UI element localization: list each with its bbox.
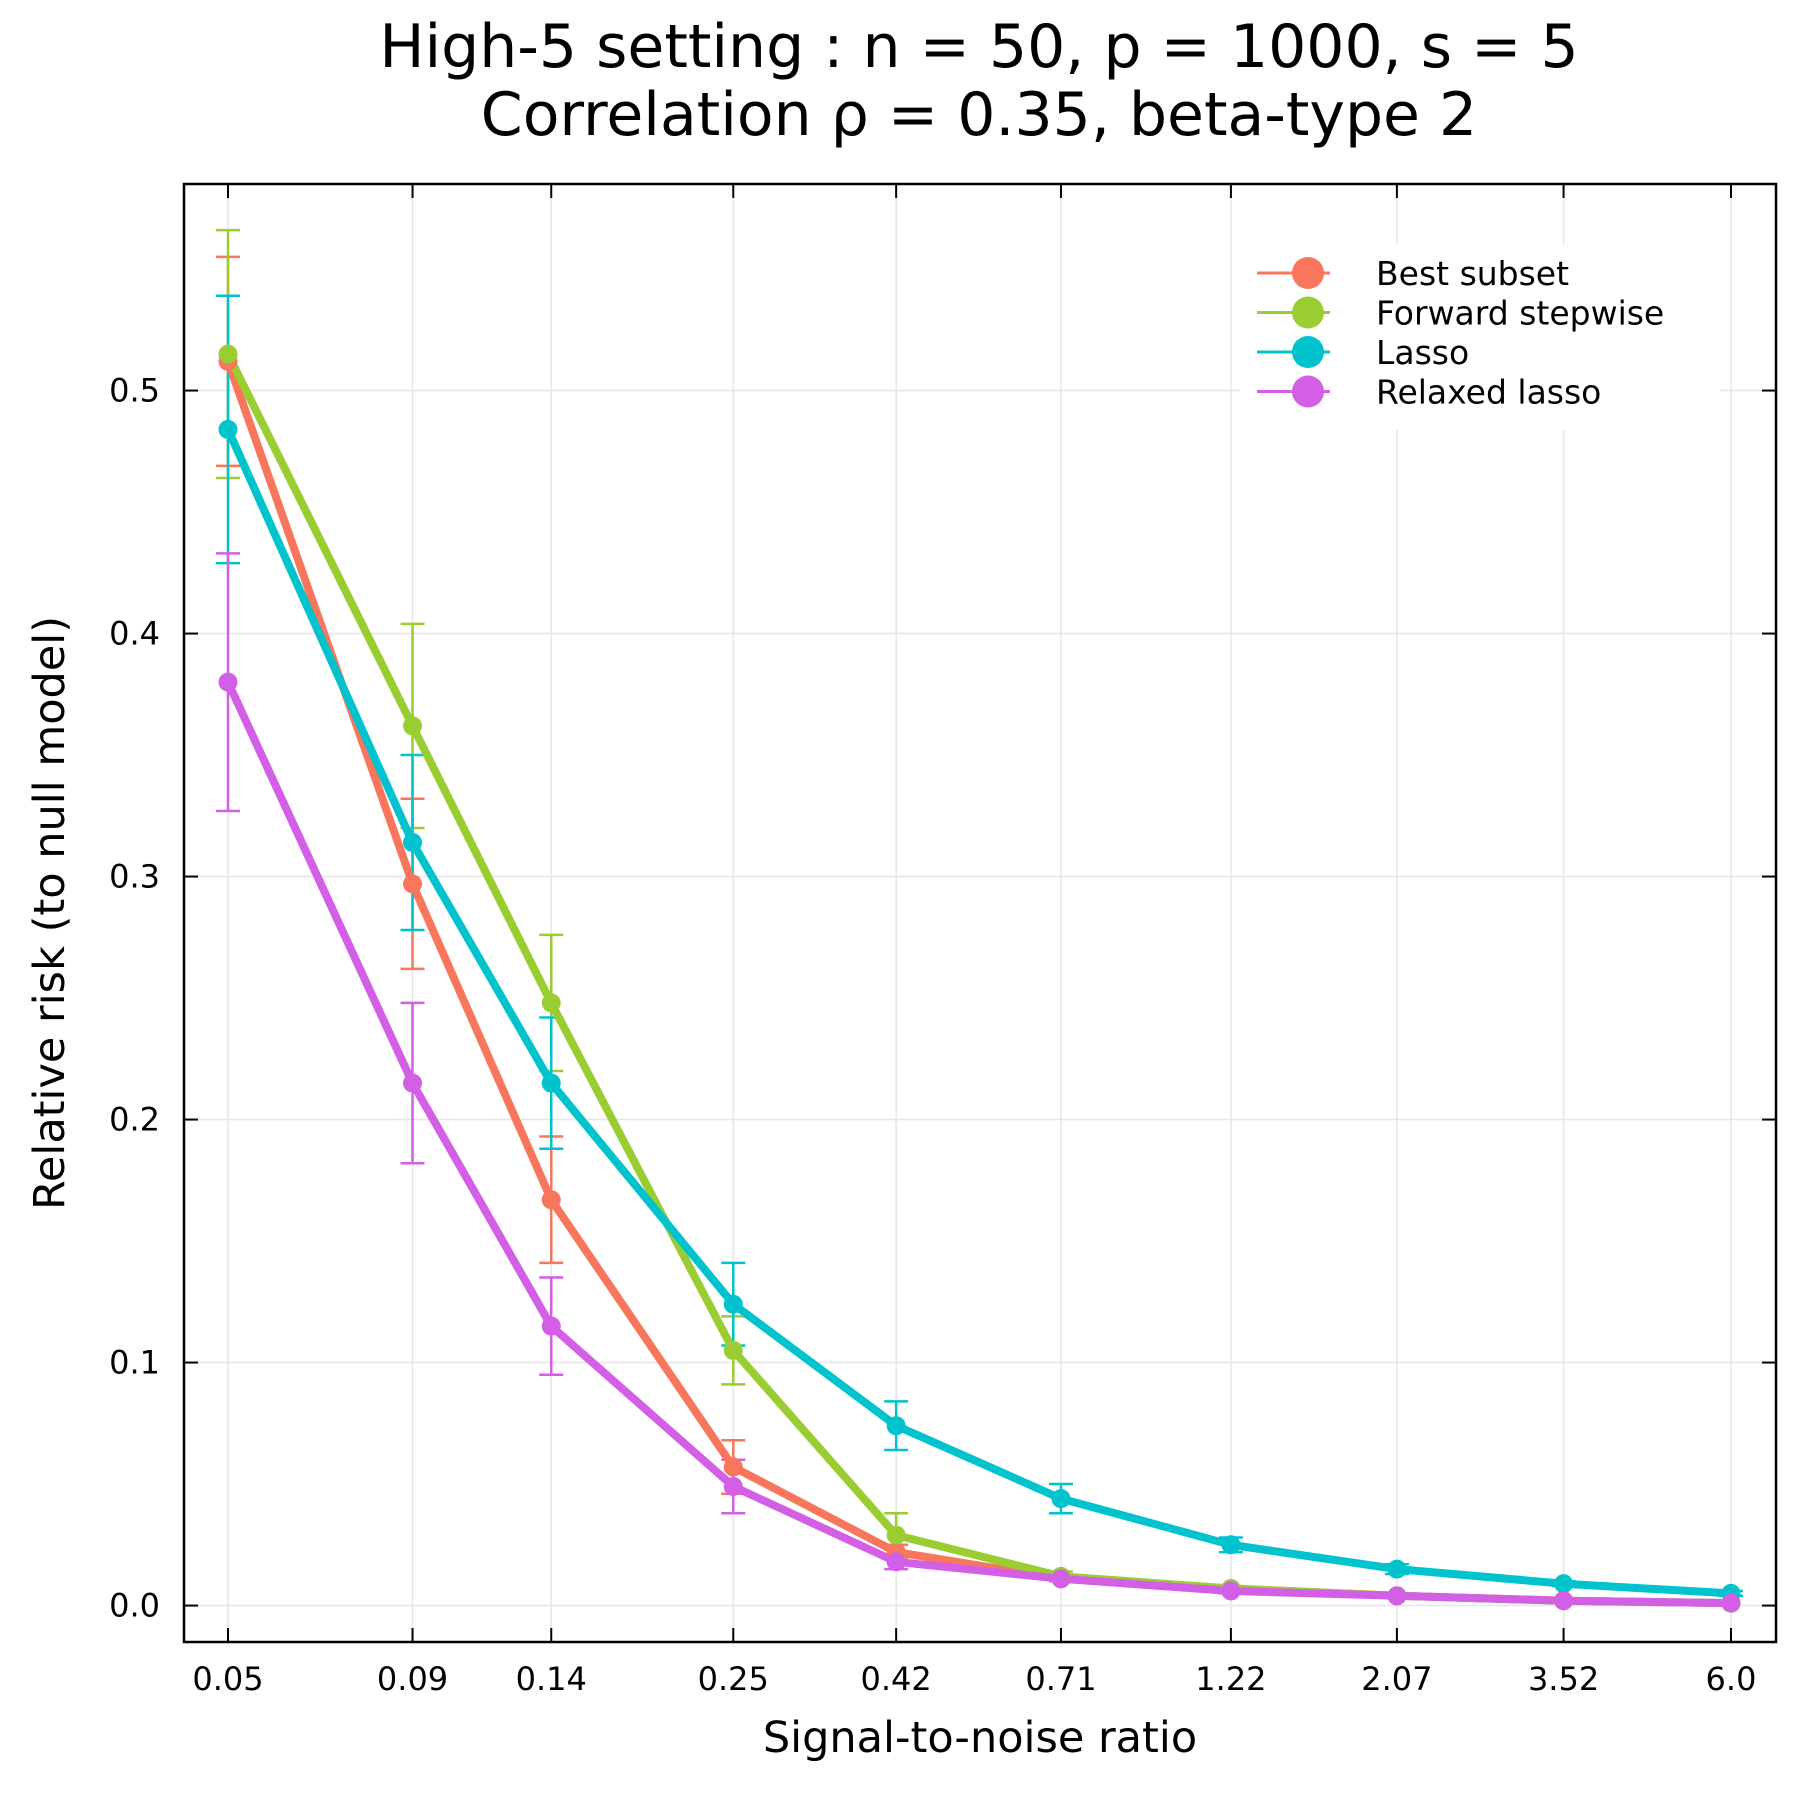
relaxed-lasso-point	[1387, 1586, 1407, 1606]
best-subset-point	[403, 874, 423, 894]
best-subset-point	[723, 1457, 743, 1477]
relaxed-lasso-point	[403, 1073, 423, 1093]
x-tick-label: 0.14	[516, 1660, 587, 1698]
legend-label-relaxed-lasso: Relaxed lasso	[1376, 373, 1601, 412]
legend-label-best-subset: Best subset	[1376, 254, 1569, 293]
forward-stepwise-point	[541, 993, 561, 1013]
legend-swatch-marker-forward-stepwise	[1292, 296, 1324, 329]
chart-title-line-1: High-5 setting : n = 50, p = 1000, s = 5	[379, 12, 1578, 82]
chart-title-line-2: Correlation ρ = 0.35, beta-type 2	[481, 80, 1477, 150]
series-lines	[224, 350, 1735, 1608]
lasso-point	[886, 1416, 906, 1436]
legend-swatch-marker-relaxed-lasso	[1292, 375, 1324, 408]
lasso-point	[218, 419, 238, 439]
forward-stepwise-point	[403, 716, 423, 736]
relaxed-lasso-point	[886, 1552, 906, 1572]
lasso-point	[1387, 1559, 1407, 1579]
legend-swatch-marker-lasso	[1292, 336, 1324, 368]
x-tick-label: 0.42	[861, 1660, 932, 1698]
x-axis-label: Signal-to-noise ratio	[763, 1713, 1197, 1763]
relaxed-lasso-point	[1554, 1591, 1574, 1611]
lasso-point	[541, 1073, 561, 1093]
relaxed-lasso-point	[723, 1476, 743, 1496]
y-axis-ticks: 0.0 0.1 0.2 0.3 0.4 0.5	[109, 372, 1776, 1625]
x-axis-ticks: 0.05 0.09 0.14 0.25 0.42 0.71 1.22 2.07 3.52 6.0	[192, 184, 1756, 1698]
x-tick-label: 2.07	[1361, 1660, 1432, 1698]
relaxed-lasso-line	[224, 678, 1735, 1608]
relaxed-lasso-point	[541, 1316, 561, 1336]
x-tick-label: 1.22	[1195, 1660, 1266, 1698]
relaxed-lasso-point	[1051, 1569, 1071, 1589]
x-tick-label: 3.52	[1528, 1660, 1599, 1698]
y-tick-label: 0.2	[109, 1101, 160, 1139]
lasso-point	[1221, 1535, 1241, 1555]
y-tick-label: 0.5	[109, 372, 160, 410]
series-points	[218, 344, 1741, 1613]
relaxed-lasso-point	[218, 672, 238, 692]
best-subset-point	[541, 1190, 561, 1210]
legend-swatch-marker-best-subset	[1292, 257, 1324, 289]
x-tick-label: 0.09	[377, 1660, 448, 1698]
forward-stepwise-point	[886, 1525, 906, 1545]
relaxed-lasso-point	[1221, 1581, 1241, 1601]
lasso-point	[1051, 1489, 1071, 1509]
y-tick-label: 0.4	[109, 615, 160, 653]
lasso-point	[1554, 1574, 1574, 1594]
legend-label-forward-stepwise: Forward stepwise	[1376, 294, 1664, 333]
y-tick-label: 0.0	[109, 1587, 160, 1625]
y-tick-label: 0.3	[109, 858, 160, 896]
forward-stepwise-point	[218, 344, 238, 364]
y-axis-label: Relative risk (to null model)	[25, 616, 75, 1210]
x-tick-label: 0.25	[698, 1660, 769, 1698]
relaxed-lasso-point	[1721, 1593, 1741, 1613]
plot-frame	[182, 182, 1778, 1644]
lasso-line	[224, 425, 1735, 1598]
lasso-point	[403, 833, 423, 853]
forward-stepwise-point	[723, 1340, 743, 1360]
x-tick-label: 0.05	[192, 1660, 263, 1698]
legend-label-lasso: Lasso	[1376, 333, 1469, 372]
x-tick-label: 0.71	[1025, 1660, 1096, 1698]
x-tick-label: 6.0	[1706, 1660, 1757, 1698]
lasso-point	[723, 1294, 743, 1314]
y-tick-label: 0.1	[109, 1344, 160, 1382]
